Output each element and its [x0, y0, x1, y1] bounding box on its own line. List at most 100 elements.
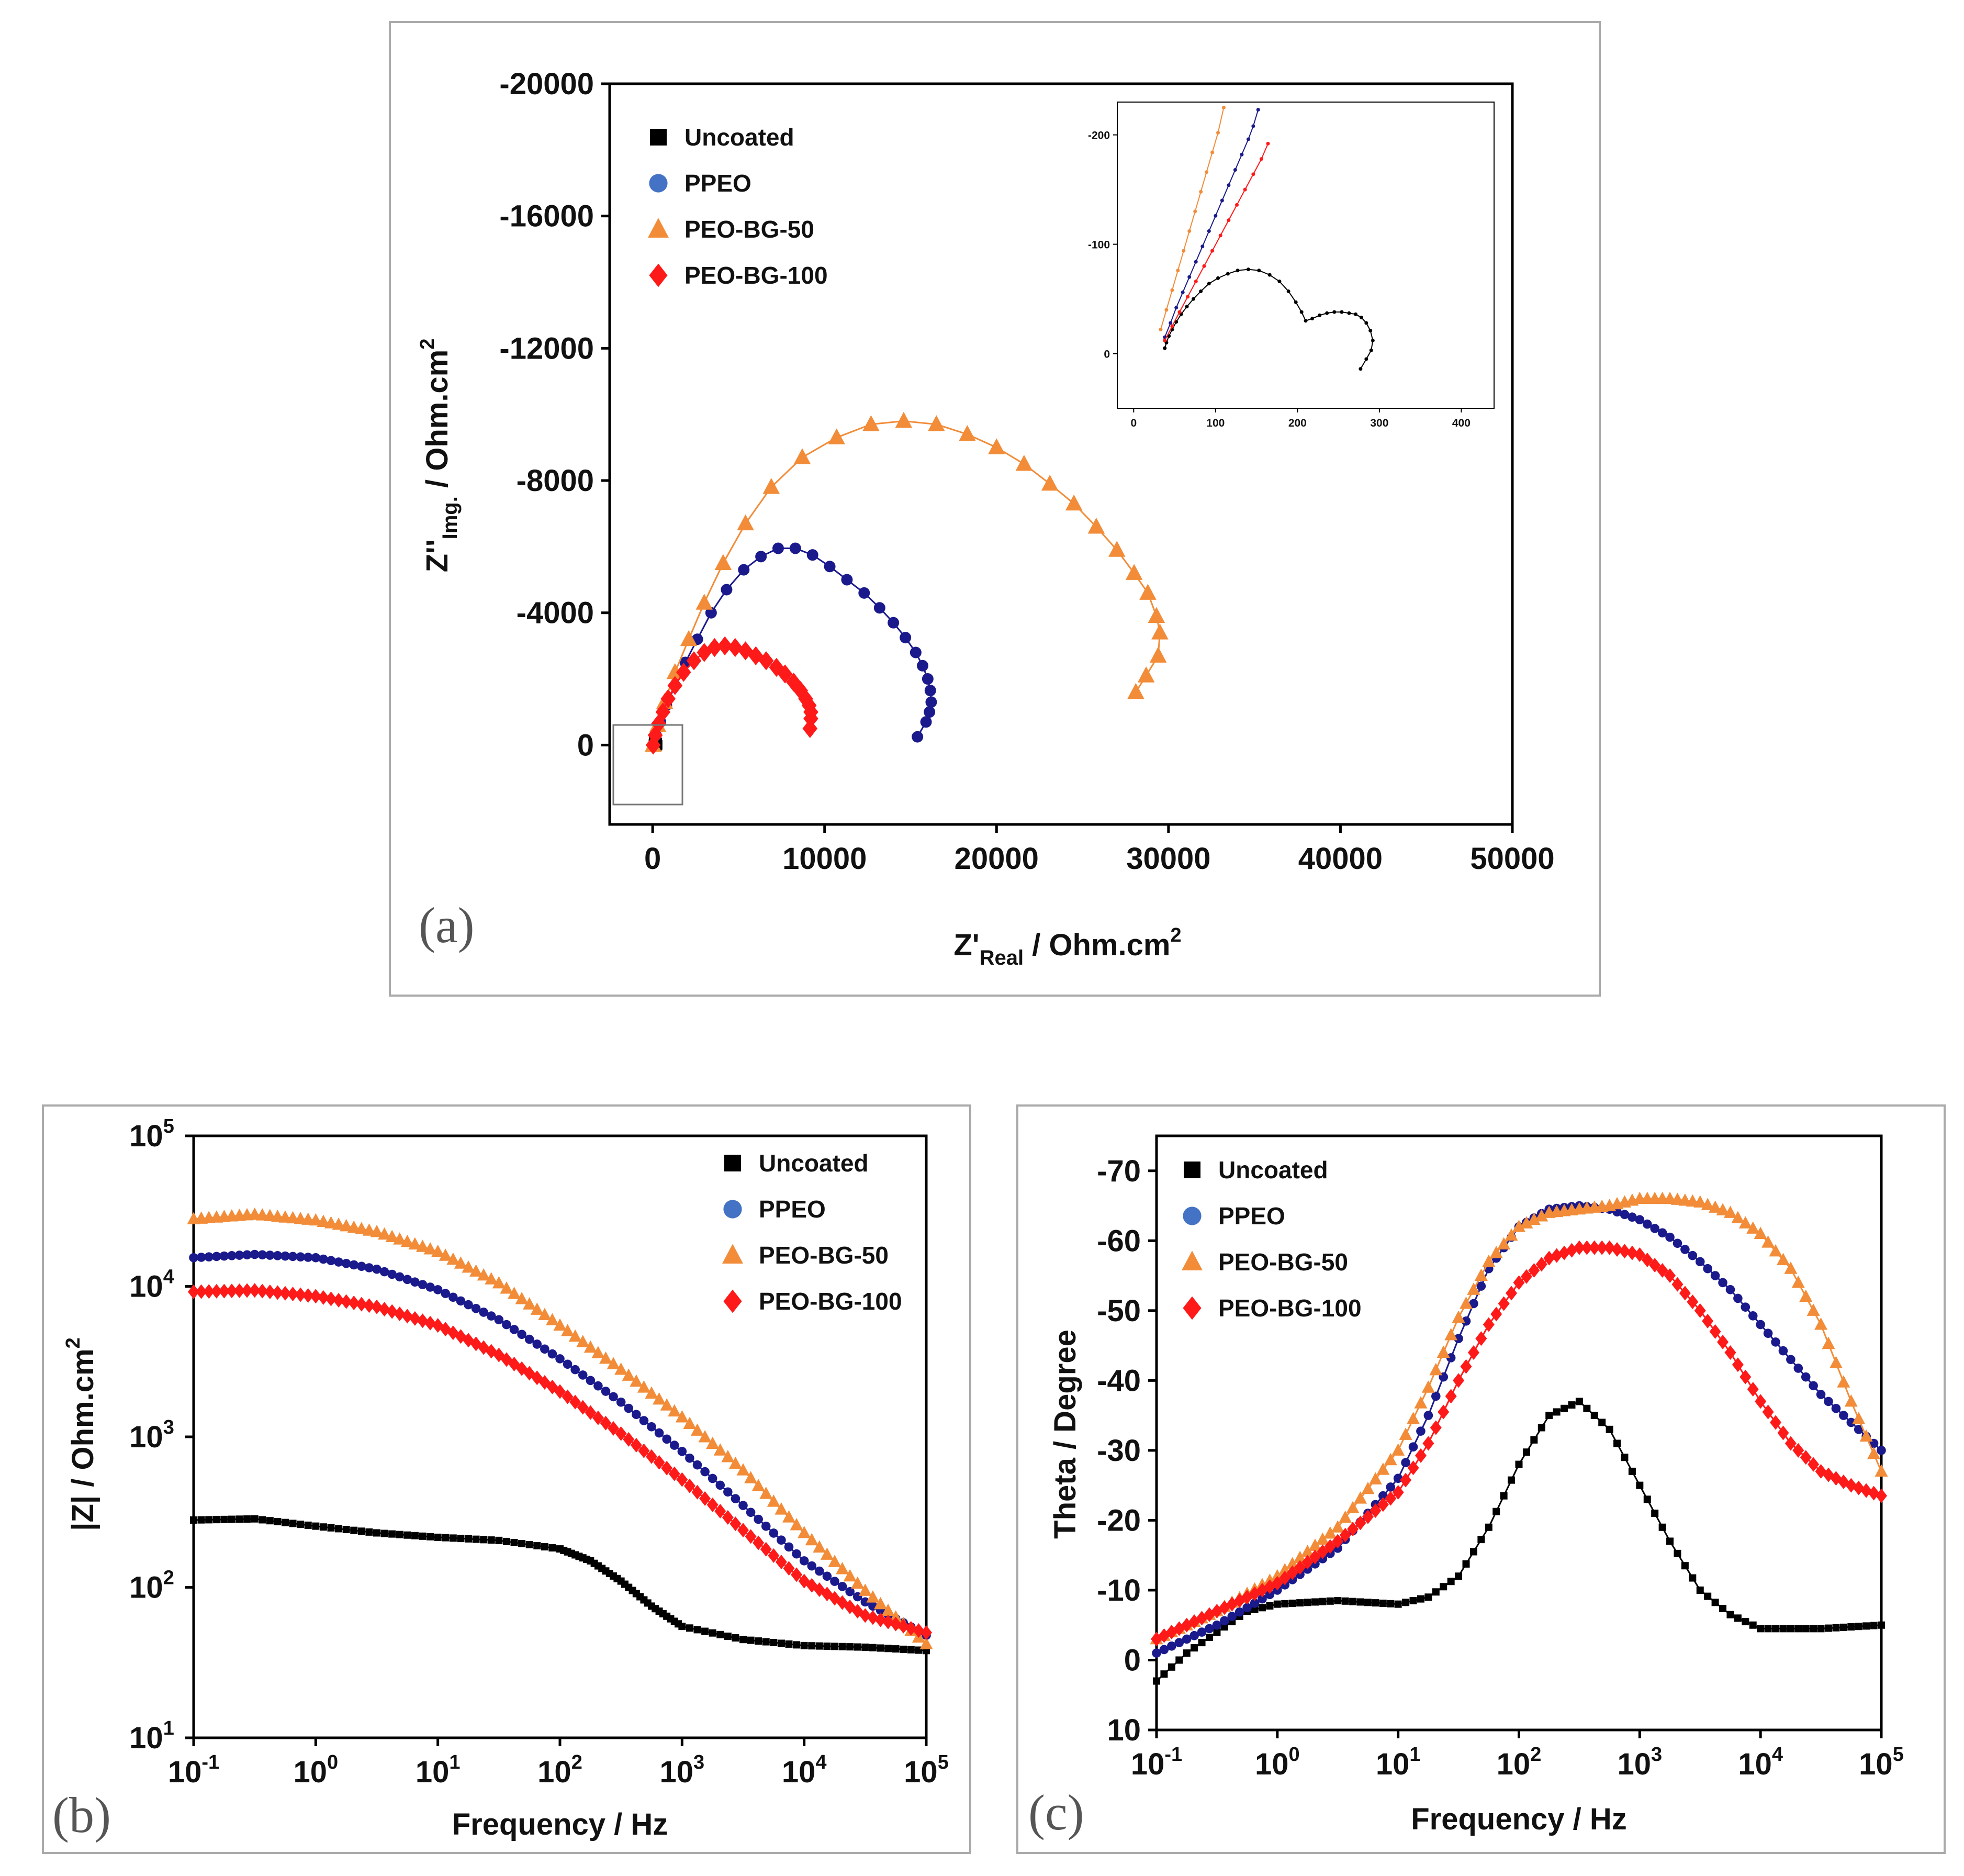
chart-c-point-uncoated-51 [1537, 1424, 1545, 1432]
chart-c-point-peo-bg-100-82 [1770, 1415, 1782, 1430]
chart-b-legend-label-peo-bg-50: PEO-BG-50 [759, 1242, 889, 1269]
chart-c-point-uncoated-3 [1175, 1656, 1183, 1664]
chart-a-legend-marker-peo-bg-50 [648, 218, 669, 238]
chart-a-inset-line-peo-bg-100 [1164, 143, 1269, 341]
chart-a-inset-point-uncoated-29 [1364, 321, 1368, 325]
chart-b-point-peo-bg-50-54 [599, 1351, 612, 1364]
chart-c-point-ppeo-88 [1816, 1390, 1826, 1399]
chart-b-point-ppeo-29 [410, 1277, 420, 1287]
chart-c-point-ppeo-15 [1265, 1590, 1275, 1600]
chart-c-point-peo-bg-100-96 [1876, 1488, 1887, 1503]
chart-c-point-uncoated-86 [1802, 1625, 1810, 1633]
chart-b-point-peo-bg-50-27 [393, 1232, 407, 1245]
chart-b-point-uncoated-6 [235, 1515, 243, 1523]
chart-b-point-peo-bg-50-53 [591, 1346, 605, 1358]
chart-a-legend-label-peo-bg-50: PEO-BG-50 [684, 216, 814, 243]
chart-b-point-ppeo-51 [578, 1370, 588, 1380]
chart-c-point-uncoated-88 [1817, 1625, 1825, 1633]
chart-c-point-peo-bg-100-70 [1679, 1286, 1691, 1301]
chart-b-point-uncoated-42 [510, 1538, 518, 1546]
chart-b-point-peo-bg-100-60 [646, 1449, 657, 1464]
chart-c-point-uncoated-31 [1387, 1600, 1395, 1607]
chart-b-point-peo-bg-50-48 [553, 1318, 567, 1331]
chart-b-legend-label-ppeo: PPEO [759, 1196, 826, 1223]
chart-a-point-peo-bg-50-16 [1015, 454, 1033, 471]
chart-a-inset-point-ppeo-11 [1233, 168, 1237, 172]
chart-b-point-peo-bg-100-0 [188, 1284, 199, 1299]
chart-b-point-ppeo-44 [524, 1334, 534, 1344]
chart-c-point-ppeo-64 [1635, 1215, 1645, 1225]
chart-b-point-ppeo-13 [288, 1252, 298, 1261]
chart-c-point-uncoated-27 [1356, 1598, 1364, 1606]
chart-c-xtick-label: 103 [1618, 1744, 1663, 1781]
chart-c-point-uncoated-21 [1311, 1598, 1319, 1606]
chart-a-point-peo-bg-50-27 [1127, 683, 1144, 699]
chart-a-xtick-label: 50000 [1470, 842, 1554, 876]
chart-c-point-peo-bg-50-92 [1844, 1394, 1858, 1407]
chart-b-point-peo-bg-100-74 [753, 1535, 765, 1550]
chart-b-point-uncoated-7 [243, 1515, 251, 1523]
chart-c-point-uncoated-70 [1681, 1562, 1689, 1570]
chart-c-point-peo-bg-50-81 [1761, 1235, 1775, 1248]
chart-b-point-ppeo-76 [769, 1528, 779, 1538]
chart-a-inset-point-peo-bg-100-3 [1186, 295, 1190, 299]
chart-c-point-uncoated-45 [1492, 1508, 1500, 1515]
chart-c-point-uncoated-43 [1477, 1536, 1485, 1544]
chart-b-point-uncoated-33 [442, 1534, 450, 1542]
chart-c-point-peo-bg-50-36 [1421, 1380, 1435, 1393]
chart-c-point-uncoated-5 [1191, 1644, 1198, 1652]
chart-c-point-uncoated-96 [1878, 1621, 1885, 1629]
chart-b-point-peo-bg-50-55 [607, 1357, 620, 1369]
chart-c-point-peo-bg-100-62 [1619, 1244, 1631, 1259]
chart-b-ylabel: |Z| / Ohm.cm2 [62, 1337, 100, 1531]
chart-c-point-ppeo-34 [1408, 1442, 1418, 1452]
chart-b-point-ppeo-15 [303, 1253, 313, 1262]
chart-b-point-peo-bg-50-44 [523, 1297, 536, 1310]
chart-b-point-peo-bg-50-72 [736, 1463, 750, 1476]
chart-b-point-peo-bg-100-6 [233, 1283, 245, 1298]
chart-b-point-uncoated-93 [777, 1639, 785, 1647]
chart-b-point-ppeo-37 [471, 1303, 481, 1313]
chart-b-point-peo-bg-100-28 [401, 1309, 413, 1324]
chart-a-point-peo-bg-100-1 [647, 725, 663, 745]
chart-b-xlabel: Frequency / Hz [452, 1807, 668, 1841]
chart-b-point-ppeo-23 [364, 1263, 374, 1272]
chart-b-point-peo-bg-100-58 [630, 1437, 642, 1453]
chart-b-point-uncoated-44 [525, 1540, 533, 1548]
chart-b-point-uncoated-19 [335, 1525, 343, 1533]
chart-b-point-ppeo-30 [418, 1280, 428, 1289]
chart-c-point-uncoated-42 [1469, 1548, 1477, 1556]
chart-b-point-peo-bg-100-92 [890, 1616, 902, 1632]
chart-b-point-ppeo-43 [517, 1330, 526, 1339]
chart-b-point-uncoated-38 [480, 1536, 488, 1544]
chart-b-point-peo-bg-100-68 [706, 1497, 719, 1512]
chart-c-point-ppeo-86 [1801, 1372, 1811, 1382]
chart-b-point-peo-bg-50-45 [530, 1302, 544, 1315]
chart-b-point-ppeo-47 [547, 1349, 557, 1359]
chart-a-point-ppeo-21 [917, 660, 928, 672]
chart-b-point-peo-bg-50-88 [858, 1583, 872, 1596]
chart-b-point-peo-bg-50-22 [355, 1222, 368, 1234]
chart-b-point-ppeo-78 [784, 1542, 794, 1552]
chart-b-point-peo-bg-100-48 [554, 1384, 566, 1399]
chart-c-point-peo-bg-50-48 [1512, 1220, 1525, 1232]
chart-b-point-peo-bg-100-63 [668, 1466, 680, 1481]
chart-b-point-ppeo-24 [372, 1264, 381, 1274]
chart-a-legend-label-peo-bg-100: PEO-BG-100 [684, 262, 828, 289]
chart-b-point-uncoated-37 [472, 1535, 480, 1543]
chart-b-point-uncoated-17 [319, 1523, 327, 1531]
chart-c-point-peo-bg-50-26 [1346, 1501, 1360, 1514]
chart-a-xtick-label: 20000 [955, 842, 1039, 876]
chart-c-point-peo-bg-100-24 [1332, 1534, 1344, 1549]
chart-b-point-ppeo-75 [761, 1521, 771, 1531]
chart-b-point-peo-bg-50-64 [675, 1410, 689, 1423]
chart-c-point-peo-bg-100-79 [1747, 1382, 1759, 1397]
chart-a-inset-point-uncoated-32 [1369, 348, 1373, 352]
chart-b-point-uncoated-4 [220, 1515, 228, 1523]
chart-b-point-ppeo-70 [723, 1487, 733, 1497]
chart-b-point-ppeo-16 [311, 1253, 321, 1263]
chart-a-inset-point-ppeo-4 [1187, 275, 1192, 279]
chart-a-legend-marker-peo-bg-100 [649, 263, 668, 287]
chart-b-point-uncoated-95 [793, 1641, 801, 1649]
chart-c-point-ppeo-36 [1423, 1411, 1433, 1420]
